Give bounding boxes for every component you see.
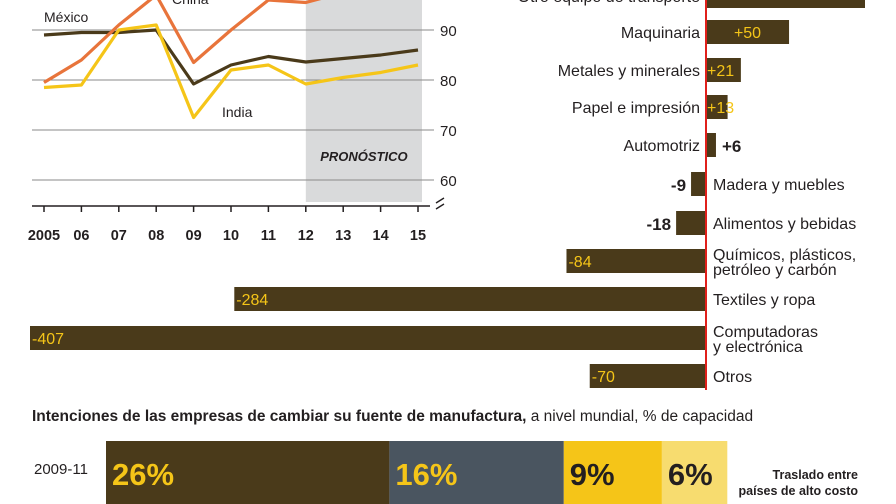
x-tick-label: 07 [111,228,127,244]
stacked-segment [389,441,564,504]
bar-category-label: Maquinaria [621,25,700,42]
x-tick-label: 2005 [28,228,60,244]
bar [30,326,706,350]
bar-category-label: Alimentos y bebidas [713,216,856,233]
stacked-segment-label: 16% [395,457,457,492]
y-tick-label: 60 [440,173,457,190]
stacked-subtitle: a nivel mundial, % de capacidad [526,408,753,425]
bar-value-label: -84 [568,254,591,271]
stacked-segment [106,441,390,504]
x-tick-label: 12 [298,228,314,244]
bar-value-label: -18 [647,215,672,234]
x-tick-label: 10 [223,228,239,244]
x-tick-label: 15 [410,228,426,244]
bar [589,364,706,388]
industry-bar-chart: Otro equipo de transporte Maquinaria +50 Me… [30,0,865,390]
series-line-india [43,23,419,120]
bar-value-label: -284 [236,292,268,309]
series-line-china [43,0,322,84]
line-chart: PRONÓSTICO 2005 06 07 08 09 10 11 12 13 14 15 60 70… [28,0,457,244]
bar [706,133,716,157]
bar-category-label: Automotriz [624,138,700,155]
bar [706,58,741,82]
bar-value-label: +50 [734,25,761,42]
stacked-chart-title: Intenciones de las empresas de cambiar s… [32,408,753,425]
bar [234,287,706,311]
bar-value-label: +6 [722,137,741,156]
bar-category-label: Otro equipo de transporte [518,0,700,6]
stacked-segment-label: 9% [570,457,615,492]
stacked-segment-label: 26% [112,457,174,492]
bar-category-label: Textiles y ropa [713,292,815,309]
bar-category-label: y electrónica [713,339,803,356]
x-tick-label: 11 [261,228,276,244]
stacked-legend-note-line1: Traslado entre [773,468,858,482]
stacked-title-bold: Intenciones de las empresas de cambiar s… [32,408,526,425]
bar [706,20,790,44]
bar-category-label: Papel e impresión [572,100,700,117]
bar-category-label: Metales y minerales [558,63,700,80]
bar-value-label: +13 [707,100,734,117]
x-tick-label: 14 [373,228,389,244]
bar-value-label: -70 [592,369,615,386]
x-tick-label: 09 [186,228,202,244]
x-tick-label: 08 [148,228,164,244]
series-label-china: China [172,0,209,7]
bar [566,249,706,273]
bar-value-label: -9 [671,176,686,195]
sourcing-intentions-chart: Intenciones de las empresas de cambiar s… [32,408,858,504]
bar [706,95,728,119]
bar-category-label: Otros [713,369,752,386]
stacked-segment [661,441,728,504]
bar [676,211,706,235]
forecast-label: PRONÓSTICO [320,149,407,164]
x-tick-label: 06 [73,228,89,244]
x-tick-label: 13 [335,228,351,244]
stacked-legend-note-line2: países de alto costo [739,484,859,498]
bar-value-label: -407 [32,331,64,348]
stacked-segment-label: 6% [668,457,713,492]
series-line-mexico [43,28,419,86]
series-label-mexico: México [44,9,89,25]
bar-category-label: Computadoras [713,324,818,341]
bar-value-label: +21 [707,63,734,80]
bar [691,172,706,196]
bar-category-label: Madera y muebles [713,177,845,194]
axis-break-icon [435,197,445,210]
y-tick-label: 80 [440,73,457,90]
bar [707,0,865,8]
stacked-category-label: 2009-11 [34,461,88,478]
series-label-india: India [222,104,253,120]
stacked-segment [563,441,662,504]
forecast-region [305,0,422,202]
bar-category-label: Químicos, plásticos, [713,247,856,264]
bar-category-label: petróleo y carbón [713,262,837,279]
y-tick-label: 70 [440,123,457,140]
y-tick-label: 90 [440,23,457,40]
